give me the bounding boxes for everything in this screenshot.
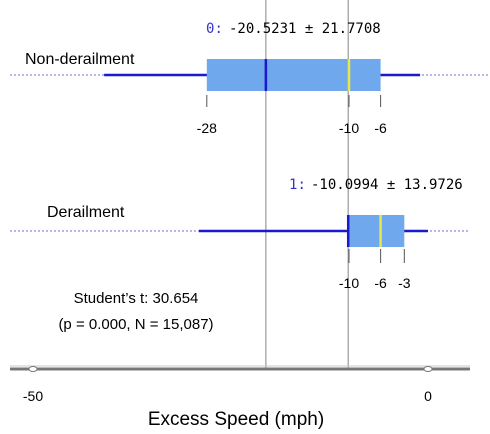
x-tick-label-zero: 0 xyxy=(424,388,432,404)
series-label-nonderailment: Non-derailment xyxy=(25,51,135,68)
axis-tick-handle-min xyxy=(28,366,38,372)
group-label-1: 1: xyxy=(289,177,306,193)
iqr-box-derailment xyxy=(349,215,405,247)
group-label-0: 0: xyxy=(206,21,223,37)
mean-sd-text-1: -10.0994 ± 13.9726 xyxy=(311,177,463,193)
axis-tick-handle-zero xyxy=(423,366,433,372)
quartile-label-q1-derailment: -10 xyxy=(339,275,359,291)
mean-sd-text-0: -20.5231 ± 21.7708 xyxy=(229,21,381,37)
quartile-label-q3-derailment: -3 xyxy=(398,275,411,291)
quartile-label-median-derailment: -6 xyxy=(374,275,387,291)
quartile-label-q1-nonderailment: -28 xyxy=(197,120,217,136)
x-tick-label-min: -50 xyxy=(23,388,43,404)
iqr-box-nonderailment xyxy=(206,59,381,91)
quartile-label-median-nonderailment: -10 xyxy=(339,120,359,136)
x-axis-title: Excess Speed (mph) xyxy=(148,409,324,430)
stat-annotation-line1: Student’s t: 30.654 xyxy=(74,290,199,307)
series-label-derailment: Derailment xyxy=(47,204,125,221)
quartile-label-q3-nonderailment: -6 xyxy=(374,120,387,136)
stat-annotation-line2: (p = 0.000, N = 15,087) xyxy=(58,316,213,333)
